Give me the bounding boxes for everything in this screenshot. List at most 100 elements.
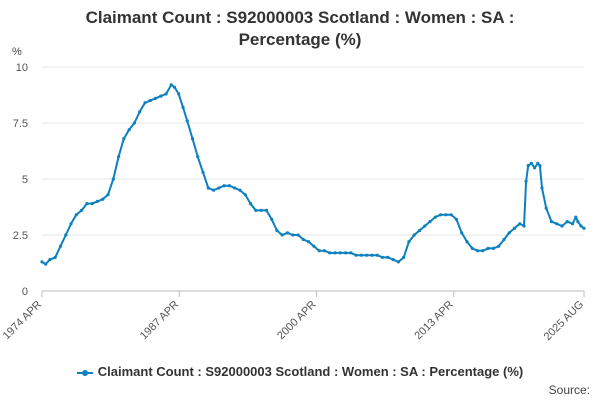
data-point (132, 121, 136, 125)
x-tick-label: 2025 AUG (542, 299, 586, 343)
plot-area (40, 83, 586, 266)
data-point (212, 188, 216, 192)
data-point (470, 246, 474, 250)
x-tick-label: 2013 APR (412, 299, 456, 343)
data-point (153, 96, 158, 100)
data-point (344, 251, 348, 255)
chart-title: Claimant Count : S92000003 Scotland : Wo… (0, 7, 600, 51)
data-point (365, 253, 369, 257)
data-point (143, 101, 147, 105)
data-point (538, 164, 542, 168)
legend-label: Claimant Count : S92000003 Scotland : Wo… (97, 364, 524, 379)
data-point (571, 222, 575, 226)
data-point (576, 220, 580, 224)
data-point (582, 226, 586, 230)
source-label: Source: (548, 383, 590, 397)
series-line (41, 83, 585, 266)
data-point (338, 251, 342, 255)
data-point (375, 253, 379, 257)
data-point (185, 119, 189, 123)
data-point (333, 251, 337, 255)
data-point (48, 258, 52, 262)
data-point (524, 179, 528, 183)
data-point (449, 213, 453, 217)
y-axis: % 0 2.5 5 7.5 10 (12, 46, 28, 298)
data-point (217, 186, 221, 190)
data-point (433, 215, 437, 219)
y-tick-label: 10 (16, 62, 28, 74)
data-point (127, 128, 131, 132)
gridlines (42, 66, 584, 292)
data-point (417, 228, 422, 233)
data-point (301, 237, 305, 242)
legend-line-marker-icon (76, 369, 93, 376)
y-tick-label: 0 (22, 286, 28, 298)
data-point (423, 224, 427, 228)
data-point (243, 193, 247, 197)
data-point (476, 249, 480, 253)
x-tick-label: 1974 APR (1, 299, 45, 343)
data-point (526, 164, 530, 168)
x-tick-label: 2000 APR (275, 299, 319, 343)
data-point (138, 110, 142, 114)
data-point (407, 240, 411, 244)
data-point (491, 246, 495, 250)
data-point (544, 206, 548, 210)
data-point (549, 220, 554, 224)
data-point (101, 197, 105, 201)
data-point (233, 186, 237, 190)
data-point (533, 166, 537, 170)
data-point (117, 155, 121, 159)
data-point (428, 220, 432, 224)
data-point (122, 137, 126, 141)
data-point (169, 83, 173, 87)
data-point (444, 213, 448, 217)
data-point (354, 253, 358, 257)
data-point (95, 199, 99, 203)
data-point (177, 92, 181, 96)
data-point (439, 213, 443, 217)
data-point (507, 231, 511, 235)
data-point (512, 226, 517, 230)
data-point (396, 260, 400, 264)
y-tick-label: 5 (22, 174, 28, 186)
data-point (402, 255, 406, 259)
data-point (58, 244, 63, 248)
data-point (74, 213, 78, 217)
data-point (227, 184, 231, 188)
data-point (481, 249, 485, 253)
chart-title-line-1: Claimant Count : S92000003 Scotland : Wo… (85, 8, 515, 27)
data-point (285, 231, 290, 235)
data-point (322, 249, 327, 253)
data-point (90, 202, 94, 206)
data-point (159, 94, 163, 98)
data-point (181, 105, 185, 109)
data-point (518, 222, 522, 226)
data-point (529, 161, 534, 165)
legend[interactable]: Claimant Count : S92000003 Scotland : Wo… (0, 364, 600, 379)
data-point (111, 177, 115, 181)
data-point (280, 233, 284, 237)
data-point (254, 208, 258, 212)
data-point (164, 92, 168, 96)
data-point (536, 161, 540, 165)
data-point (53, 255, 57, 259)
data-point (270, 217, 274, 221)
data-point (248, 202, 253, 206)
data-point (80, 208, 84, 212)
y-tick-label: 2.5 (13, 230, 28, 242)
data-point (40, 260, 44, 264)
data-point (349, 251, 353, 255)
data-point (560, 224, 564, 228)
data-point (497, 244, 501, 248)
data-point (380, 255, 385, 259)
data-point (264, 208, 268, 212)
data-point (317, 249, 321, 253)
data-point (555, 222, 559, 226)
data-point (579, 224, 583, 228)
data-point (522, 224, 526, 228)
data-point (222, 184, 226, 188)
data-point (465, 240, 469, 244)
data-point (540, 186, 544, 190)
